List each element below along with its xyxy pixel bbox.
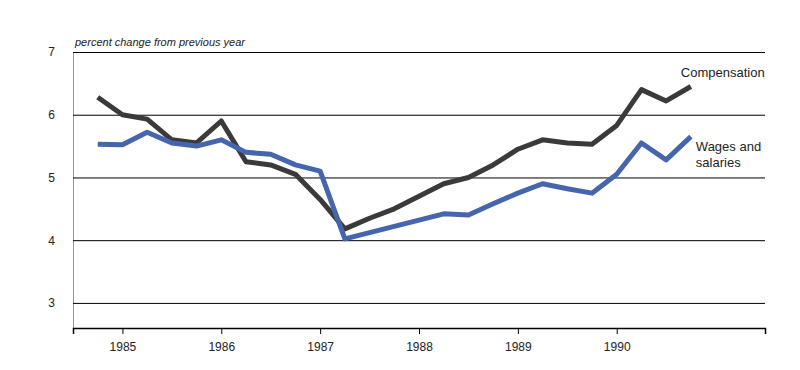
y-axis: 3 4 5 6 7 bbox=[48, 45, 765, 328]
y-tick: 6 bbox=[48, 108, 765, 122]
grid-line bbox=[73, 52, 765, 53]
x-tick: 1990 bbox=[604, 328, 631, 354]
y-tick-label: 6 bbox=[48, 108, 55, 122]
x-tick: 1986 bbox=[208, 328, 235, 354]
y-tick-label: 4 bbox=[48, 234, 55, 248]
y-tick-label: 3 bbox=[48, 296, 55, 310]
series-line bbox=[98, 132, 691, 239]
x-axis-line bbox=[74, 329, 766, 335]
x-tick: 1985 bbox=[110, 328, 137, 354]
grid-line bbox=[73, 177, 765, 178]
y-tick: 3 bbox=[48, 296, 765, 310]
chart: 3 4 5 6 7 1985 1986 1987 1988 1989 1990 percent cha… bbox=[0, 0, 800, 370]
y-axis-line bbox=[74, 53, 766, 329]
x-tick-label: 1990 bbox=[604, 340, 631, 354]
x-tick: 1988 bbox=[406, 328, 433, 354]
grid-line bbox=[73, 303, 765, 304]
tick-mark bbox=[221, 328, 222, 334]
tick-mark bbox=[518, 328, 519, 334]
x-tick-label: 1988 bbox=[406, 340, 433, 354]
x-tick: 1987 bbox=[307, 328, 334, 354]
grid-line bbox=[73, 115, 765, 116]
y-tick: 5 bbox=[48, 171, 765, 185]
tick-mark bbox=[320, 328, 321, 334]
y-tick-label: 5 bbox=[48, 171, 55, 185]
x-axis: 1985 1986 1987 1988 1989 1990 bbox=[74, 328, 766, 354]
tick-mark bbox=[617, 328, 618, 334]
tick-mark bbox=[419, 328, 420, 334]
grid-line bbox=[73, 240, 765, 241]
x-tick-label: 1987 bbox=[307, 340, 334, 354]
x-tick-label: 1989 bbox=[505, 340, 532, 354]
x-tick: 1989 bbox=[505, 328, 532, 354]
series-line bbox=[98, 87, 691, 229]
y-tick-label: 7 bbox=[48, 45, 55, 59]
plot-area bbox=[98, 87, 691, 239]
tick-mark bbox=[122, 328, 123, 334]
x-tick-label: 1986 bbox=[208, 340, 235, 354]
y-axis-title: percent change from previous year bbox=[74, 36, 246, 48]
y-tick: 4 bbox=[48, 234, 765, 248]
x-tick-label: 1985 bbox=[110, 340, 137, 354]
series-label: Compensation bbox=[681, 65, 765, 80]
series-label: Wages andsalaries bbox=[696, 139, 761, 170]
